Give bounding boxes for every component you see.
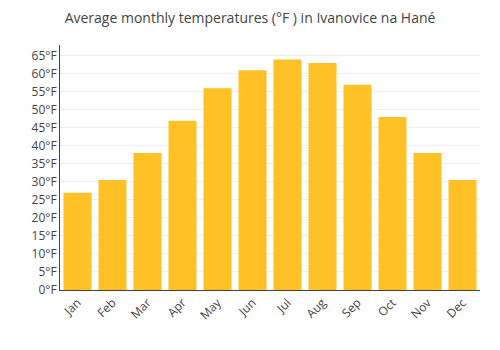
svg-text:Jun: Jun xyxy=(234,294,259,319)
svg-text:50°F: 50°F xyxy=(32,101,57,118)
svg-text:65°F: 65°F xyxy=(32,47,57,64)
svg-text:35°F: 35°F xyxy=(32,155,57,172)
svg-text:Mar: Mar xyxy=(127,294,155,322)
svg-text:Aug: Aug xyxy=(302,294,330,322)
svg-text:Oct: Oct xyxy=(374,294,400,320)
svg-text:Jul: Jul xyxy=(272,294,294,316)
svg-text:45°F: 45°F xyxy=(32,119,57,136)
svg-text:Dec: Dec xyxy=(443,294,470,321)
svg-text:May: May xyxy=(196,294,225,323)
svg-text:25°F: 25°F xyxy=(32,191,57,208)
svg-text:30°F: 30°F xyxy=(32,173,57,190)
svg-text:Feb: Feb xyxy=(93,294,119,320)
svg-text:60°F: 60°F xyxy=(32,65,57,82)
svg-text:Nov: Nov xyxy=(407,294,435,322)
svg-text:Sep: Sep xyxy=(338,294,365,321)
svg-text:55°F: 55°F xyxy=(32,83,57,100)
svg-text:20°F: 20°F xyxy=(32,209,57,226)
svg-text:40°F: 40°F xyxy=(32,137,57,154)
svg-text:5°F: 5°F xyxy=(38,263,56,280)
svg-text:Average monthly temperatures (: Average monthly temperatures (°F ) in Iv… xyxy=(65,8,436,27)
svg-text:Jan: Jan xyxy=(60,294,85,319)
svg-text:0°F: 0°F xyxy=(38,281,56,298)
svg-text:10°F: 10°F xyxy=(32,245,57,262)
svg-text:15°F: 15°F xyxy=(32,227,57,244)
svg-text:Apr: Apr xyxy=(164,294,190,320)
